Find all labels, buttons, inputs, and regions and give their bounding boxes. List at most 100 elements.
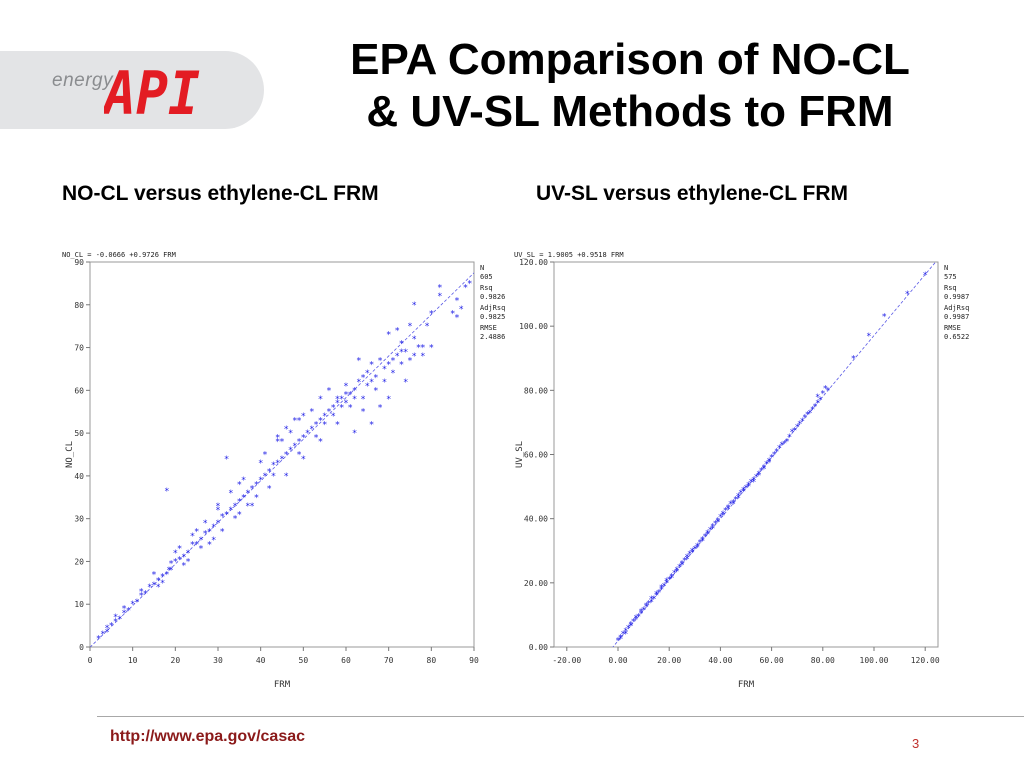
data-point: *: [771, 451, 776, 461]
y-tick-label: 60.00: [524, 451, 548, 460]
data-point: *: [759, 467, 764, 477]
data-point: *: [454, 297, 459, 307]
data-point: *: [266, 485, 271, 495]
data-point: *: [224, 510, 229, 520]
data-point: *: [249, 502, 254, 512]
data-point: *: [682, 556, 687, 566]
data-point: *: [173, 549, 178, 559]
stat-text: 0.9987: [944, 293, 969, 301]
data-point: *: [751, 478, 756, 488]
data-point: *: [649, 598, 654, 608]
data-point: *: [664, 579, 669, 589]
data-point: *: [386, 395, 391, 405]
data-point: *: [352, 386, 357, 396]
data-point: *: [690, 548, 695, 558]
data-point: *: [382, 378, 387, 388]
data-point: *: [467, 279, 472, 289]
data-point: *: [851, 354, 856, 364]
data-point: *: [407, 356, 412, 366]
x-tick-label: 0.00: [608, 656, 627, 665]
data-point: *: [275, 438, 280, 448]
data-points: ****************************************…: [615, 262, 938, 647]
data-point: *: [207, 540, 212, 550]
y-tick-label: 30: [74, 515, 84, 524]
data-point: *: [224, 455, 229, 465]
api-logo-text: API: [104, 62, 200, 118]
y-tick-label: 40.00: [524, 515, 548, 524]
data-point: *: [194, 540, 199, 550]
data-point: *: [766, 457, 771, 467]
data-point: *: [326, 408, 331, 418]
data-point: *: [695, 544, 700, 554]
data-point: *: [373, 386, 378, 396]
data-point: *: [638, 609, 643, 619]
data-point: *: [164, 487, 169, 497]
data-point: *: [761, 465, 766, 475]
y-tick-label: 20.00: [524, 579, 548, 588]
data-point: *: [437, 292, 442, 302]
data-point: *: [181, 562, 186, 572]
data-point: *: [723, 507, 728, 517]
data-point: *: [237, 480, 242, 490]
data-point: *: [211, 536, 216, 546]
stat-text: 2.4886: [480, 333, 505, 341]
data-point: *: [705, 529, 710, 539]
data-point: *: [365, 369, 370, 379]
data-point: *: [715, 516, 720, 526]
data-point: *: [718, 513, 723, 523]
no-cl-scatter-svg: NO_CL = -0.0666 +0.9726 FRM 0 10 20 30 40 50 60…: [62, 251, 505, 690]
data-point: *: [241, 476, 246, 486]
data-point: *: [382, 365, 387, 375]
data-point: *: [820, 390, 825, 400]
data-point: *: [249, 485, 254, 495]
data-point: *: [275, 459, 280, 469]
footer-url-link[interactable]: http://www.epa.gov/casac: [110, 728, 306, 745]
data-point: *: [797, 420, 802, 430]
data-point: *: [905, 290, 910, 300]
y-tick-label: 10: [74, 600, 84, 609]
subtitle-no-cl: NO-CL versus ethylene-CL FRM: [62, 182, 379, 205]
data-point: *: [649, 595, 654, 605]
data-point: *: [754, 473, 759, 483]
data-point: *: [618, 635, 623, 645]
data-point: *: [810, 406, 815, 416]
data-point: *: [429, 344, 434, 354]
uv-sl-scatter-chart: UV_SL = 1.9005 +0.9518 FRM -20.00 0.00 20.0…: [510, 245, 972, 698]
data-point: *: [458, 305, 463, 315]
data-point: *: [207, 528, 212, 538]
regression-line: [90, 272, 474, 647]
data-point: *: [741, 486, 746, 496]
data-point: *: [190, 532, 195, 542]
data-point: *: [113, 617, 118, 627]
data-point: *: [365, 382, 370, 392]
data-point: *: [784, 438, 789, 448]
data-point: *: [369, 421, 374, 431]
data-point: *: [736, 494, 741, 504]
data-point: *: [815, 399, 820, 409]
data-point: *: [420, 344, 425, 354]
data-point: *: [343, 382, 348, 392]
data-point: *: [228, 489, 233, 499]
data-point: *: [288, 446, 293, 456]
y-tick-label: 90: [74, 258, 84, 267]
data-point: *: [211, 523, 216, 533]
data-point: *: [296, 416, 301, 426]
data-point: *: [215, 519, 220, 529]
data-point: *: [262, 451, 267, 461]
data-point: *: [352, 429, 357, 439]
x-axis-label: FRM: [738, 680, 755, 690]
y-axis-label: UV_SL: [515, 441, 525, 468]
data-point: *: [394, 352, 399, 362]
data-point: *: [463, 284, 468, 294]
data-point: *: [160, 579, 165, 589]
data-point: *: [343, 391, 348, 401]
data-point: *: [377, 356, 382, 366]
data-point: *: [390, 356, 395, 366]
plot-frame: [89, 261, 475, 648]
x-tick-label: 20.00: [657, 656, 681, 665]
data-point: *: [922, 271, 927, 281]
data-point: *: [335, 395, 340, 405]
x-tick-label: 90: [469, 656, 479, 665]
data-point: *: [399, 339, 404, 349]
data-point: *: [638, 608, 643, 618]
